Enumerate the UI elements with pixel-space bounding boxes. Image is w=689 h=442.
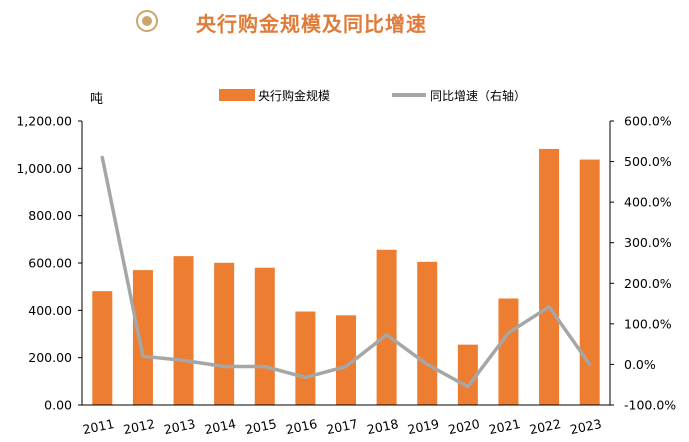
line-series bbox=[100, 155, 592, 389]
circle-bullet-icon bbox=[136, 10, 158, 32]
x-tick-label: 2015 bbox=[244, 416, 278, 437]
left-tick-label: 600.00 bbox=[28, 256, 72, 271]
bar bbox=[336, 315, 356, 405]
chart-header: 央行购金规模及同比增速 bbox=[0, 0, 689, 50]
right-tick-label: 400.0% bbox=[624, 195, 672, 210]
legend-bar-label: 央行购金规模 bbox=[258, 88, 330, 103]
bar bbox=[417, 261, 438, 405]
right-tick-label: 600.0% bbox=[624, 114, 672, 129]
bar bbox=[295, 311, 316, 405]
left-tick-label: 400.00 bbox=[28, 303, 72, 318]
bar bbox=[132, 270, 153, 405]
bar bbox=[376, 249, 397, 405]
x-tick-label: 2016 bbox=[284, 416, 318, 437]
x-tick-label: 2019 bbox=[406, 416, 440, 437]
bar bbox=[457, 344, 478, 405]
left-axis-unit: 吨 bbox=[90, 92, 103, 107]
bar bbox=[173, 256, 194, 405]
bar bbox=[579, 159, 600, 405]
x-tick-label: 2020 bbox=[447, 416, 481, 437]
bar bbox=[214, 262, 235, 405]
x-tick-label: 2017 bbox=[325, 416, 359, 437]
x-tick-label: 2023 bbox=[569, 416, 603, 437]
left-tick-label: 200.00 bbox=[28, 350, 72, 365]
left-tick-label: 0.00 bbox=[44, 398, 72, 413]
x-tick-label: 2018 bbox=[366, 416, 400, 437]
x-tick-label: 2012 bbox=[122, 416, 156, 437]
legend: 央行购金规模 同比增速（右轴） bbox=[219, 88, 526, 103]
left-tick-label: 1,200.00 bbox=[16, 114, 72, 129]
x-tick-label: 2022 bbox=[528, 416, 562, 437]
x-tick-label: 2011 bbox=[81, 416, 115, 437]
x-tick-label: 2013 bbox=[162, 416, 196, 437]
bar bbox=[254, 267, 275, 405]
right-tick-label: 100.0% bbox=[624, 316, 672, 331]
right-tick-label: 300.0% bbox=[624, 235, 672, 250]
x-axis: 2011 2012 2013 2014 2015 2016 2017 2018 2019 2020… bbox=[81, 404, 610, 437]
legend-line-label: 同比增速（右轴） bbox=[430, 88, 526, 103]
x-tick-label: 2021 bbox=[487, 416, 521, 437]
right-tick-label: 500.0% bbox=[624, 154, 672, 169]
right-tick-label: 0.0% bbox=[624, 357, 656, 372]
left-y-axis: 0.00 200.00 400.00 600.00 800.00 1,000.00 1,20… bbox=[16, 114, 83, 413]
left-tick-label: 800.00 bbox=[28, 208, 72, 223]
legend-bar-swatch bbox=[219, 89, 255, 101]
right-tick-label: -100.0% bbox=[624, 398, 676, 413]
right-y-axis: -100.0% 0.0% 100.0% 200.0% 300.0% 400.0% 500.0… bbox=[609, 114, 676, 413]
bar bbox=[539, 148, 560, 405]
chart-title: 央行购金规模及同比增速 bbox=[196, 12, 427, 36]
bar-series bbox=[92, 148, 600, 405]
x-tick-label: 2014 bbox=[203, 416, 237, 437]
right-tick-label: 200.0% bbox=[624, 276, 672, 291]
bar bbox=[92, 291, 113, 405]
bar bbox=[498, 298, 519, 405]
left-tick-label: 1,000.00 bbox=[16, 161, 72, 176]
